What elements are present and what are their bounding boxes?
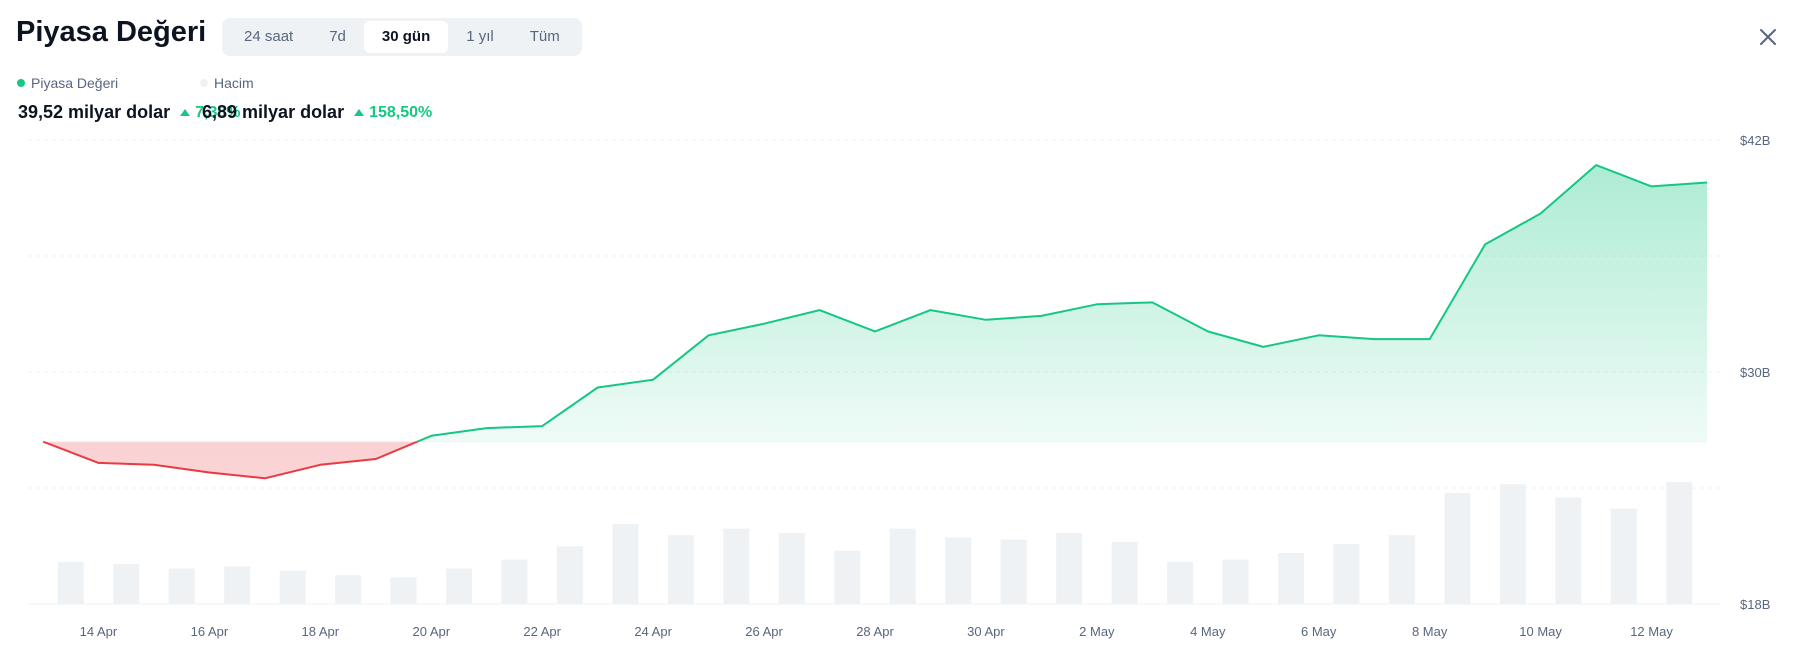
market-cap-stat: 39,52 milyar dolar 7,35% (18, 102, 240, 123)
volume-bars (57, 482, 1693, 604)
x-tick-label: 16 Apr (191, 624, 229, 639)
x-tick-label: 14 Apr (80, 624, 118, 639)
volume-bar (1388, 535, 1415, 604)
volume-bar (1000, 539, 1027, 604)
tab-1y[interactable]: 1 yıl (466, 28, 494, 45)
tab-7d[interactable]: 7d (329, 28, 346, 45)
volume-bar (889, 528, 916, 604)
volume-bar (1499, 484, 1526, 604)
volume-bar (1056, 533, 1083, 604)
time-range-tabs: 24 saat 7d 30 gün 1 yıl Tüm (222, 18, 582, 56)
x-tick-label: 10 May (1519, 624, 1562, 639)
volume-bar (667, 535, 694, 604)
x-tick-label: 24 Apr (634, 624, 672, 639)
volume-bar (446, 568, 472, 604)
market-cap-value: 39,52 milyar dolar (18, 102, 171, 122)
market-cap-area-up (43, 165, 1707, 442)
volume-value: 6,89 milyar dolar (202, 102, 345, 122)
tab-30d[interactable]: 30 gün (363, 21, 449, 53)
volume-bar (834, 550, 861, 604)
volume-stat: 6,89 milyar dolar 158,50% (202, 102, 432, 123)
x-tick-label: 30 Apr (967, 624, 1005, 639)
volume-bar (1666, 482, 1693, 604)
x-tick-label: 26 Apr (745, 624, 783, 639)
volume-bar (279, 570, 306, 604)
volume-bar (945, 537, 972, 604)
legend-market-cap[interactable]: Piyasa Değeri (17, 75, 118, 91)
y-tick-label: $30B (1740, 365, 1770, 380)
volume-change-value: 158,50% (369, 103, 433, 121)
volume-bar (335, 575, 362, 604)
x-tick-label: 2 May (1079, 624, 1115, 639)
x-tick-label: 6 May (1301, 624, 1337, 639)
x-tick-label: 22 Apr (523, 624, 561, 639)
volume-bar (224, 566, 251, 604)
triangle-up-icon (354, 109, 365, 116)
page-title: Piyasa Değeri (16, 16, 207, 48)
y-tick-label: $42B (1740, 133, 1770, 148)
volume-bar (57, 561, 84, 604)
volume-bar (778, 533, 805, 604)
x-tick-label: 8 May (1412, 624, 1448, 639)
volume-bar (1222, 559, 1249, 604)
volume-bar (612, 524, 639, 604)
volume-bar (1278, 552, 1304, 604)
market-cap-line-down (42, 441, 421, 480)
x-tick-label: 18 Apr (302, 624, 340, 639)
volume-bar (501, 559, 528, 604)
legend-market-cap-label: Piyasa Değeri (31, 75, 119, 91)
volume-bar (390, 577, 417, 604)
volume-bar (1167, 561, 1194, 604)
tab-all[interactable]: Tüm (529, 28, 560, 45)
volume-dot-icon (200, 79, 208, 87)
market-cap-change: 7,35% (180, 104, 240, 122)
market-cap-dot-icon (17, 79, 25, 87)
volume-bar (1111, 541, 1138, 604)
legend-volume-label: Hacim (214, 75, 254, 91)
volume-bar (1555, 497, 1582, 604)
legend-volume[interactable]: Hacim (200, 75, 254, 91)
x-tick-label: 12 May (1630, 624, 1673, 639)
triangle-up-icon (180, 109, 191, 116)
x-tick-label: 20 Apr (412, 624, 450, 639)
market-cap-area-down (43, 441, 418, 479)
market-cap-area (42, 164, 1708, 480)
volume-bar (723, 528, 750, 604)
x-axis-ticks: 14 Apr 16 Apr 18 Apr 20 Apr 22 Apr 24 Apr 26 A… (80, 624, 1674, 639)
volume-bar (168, 568, 195, 604)
volume-bar (113, 564, 140, 604)
close-icon[interactable] (1758, 27, 1778, 47)
market-cap-line-up (42, 164, 1708, 442)
volume-bar (1333, 544, 1360, 604)
tab-24h[interactable]: 24 saat (244, 28, 294, 45)
x-tick-label: 28 Apr (856, 624, 894, 639)
volume-bar (1444, 493, 1471, 604)
volume-bar (556, 546, 583, 604)
volume-bar (1610, 508, 1637, 604)
x-tick-label: 4 May (1190, 624, 1226, 639)
y-tick-label: $18B (1740, 597, 1770, 612)
y-axis-ticks: $42B $30B $18B (1740, 133, 1770, 612)
volume-change: 158,50% (354, 104, 432, 122)
market-cap-change-value: 7,35% (195, 103, 241, 121)
